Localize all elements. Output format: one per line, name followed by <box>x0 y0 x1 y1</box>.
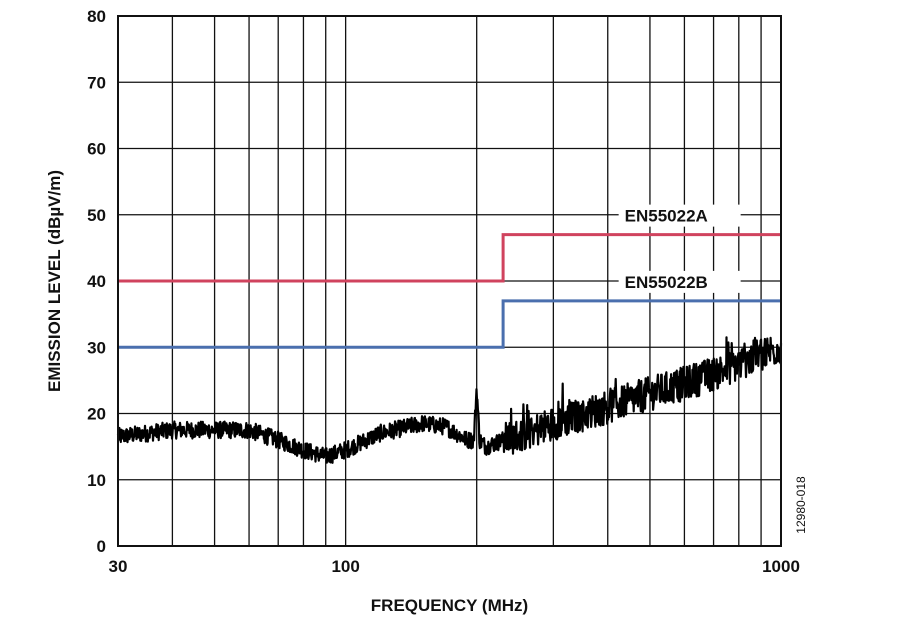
x-axis-title: FREQUENCY (MHz) <box>371 596 528 615</box>
series-label-en55022a: EN55022A <box>625 207 708 226</box>
series-labels: EN55022A EN55022B <box>618 204 741 293</box>
y-tick-label: 50 <box>87 206 106 225</box>
figure-id: 12980-018 <box>794 476 808 534</box>
plot-frame <box>117 15 782 547</box>
series-line-en55022b <box>118 299 781 349</box>
x-tick-label: 1000 <box>762 557 800 576</box>
y-tick-label: 60 <box>87 140 106 159</box>
tick-labels: 0 10 20 30 40 50 60 70 80 30 100 1000 <box>87 7 800 576</box>
series-label-bg <box>618 204 741 227</box>
series-line-emission <box>116 336 783 464</box>
series-line-en55022a <box>118 233 781 283</box>
y-tick-label: 80 <box>87 7 106 26</box>
y-tick-label: 40 <box>87 272 106 291</box>
x-tick-label: 30 <box>109 557 128 576</box>
y-tick-label: 0 <box>97 537 106 556</box>
y-tick-label: 30 <box>87 338 106 357</box>
series-lines <box>116 233 783 464</box>
series-label-bg <box>618 270 741 293</box>
series-label-en55022b: EN55022B <box>625 273 708 292</box>
x-tick-label: 100 <box>331 557 359 576</box>
y-axis-title: EMISSION LEVEL (dBµV/m) <box>45 170 64 392</box>
y-tick-label: 20 <box>87 405 106 424</box>
y-tick-label: 70 <box>87 73 106 92</box>
y-tick-label: 10 <box>87 471 106 490</box>
